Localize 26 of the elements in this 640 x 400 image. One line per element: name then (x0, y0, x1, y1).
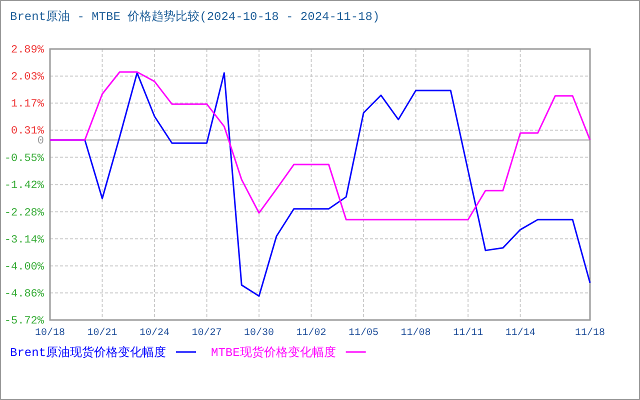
y-tick-label: -5.72% (4, 316, 44, 328)
y-tick-label: -0.55% (4, 152, 44, 165)
x-tick-label: 11/18 (574, 327, 606, 340)
x-tick-label: 10/18 (34, 327, 66, 340)
y-tick-label: 0 (37, 135, 44, 148)
x-tick-label: 11/08 (400, 327, 431, 340)
y-tick-label: 2.03% (10, 72, 44, 84)
x-tick-label: 10/24 (140, 327, 170, 340)
x-tick-label: 11/02 (296, 327, 326, 340)
y-tick-label: -2.28% (4, 207, 44, 220)
y-tick-label: -4.86% (4, 288, 44, 300)
chart-title: Brent原油 - MTBE 价格趋势比较(2024-10-18 - 2024-11-18) (10, 10, 380, 24)
y-tick-label: -1.42% (4, 180, 44, 192)
x-tick-label: 10/21 (87, 327, 118, 340)
x-tick-label: 10/30 (244, 327, 274, 340)
x-tick-label: 11/11 (453, 327, 484, 340)
x-tick-label: 11/14 (505, 327, 536, 340)
legend-label: MTBE现货价格变化幅度 (211, 345, 336, 360)
x-tick-label: 10/27 (192, 327, 222, 340)
legend-label: Brent原油现货价格变化幅度 (10, 345, 166, 360)
y-tick-label: -4.00% (4, 261, 44, 274)
y-tick-label: 1.17% (10, 98, 44, 111)
y-tick-label: 2.89% (10, 44, 44, 57)
x-tick-label: 11/05 (348, 327, 379, 340)
line-series (49, 71, 591, 220)
y-tick-label: -3.14% (4, 234, 44, 246)
